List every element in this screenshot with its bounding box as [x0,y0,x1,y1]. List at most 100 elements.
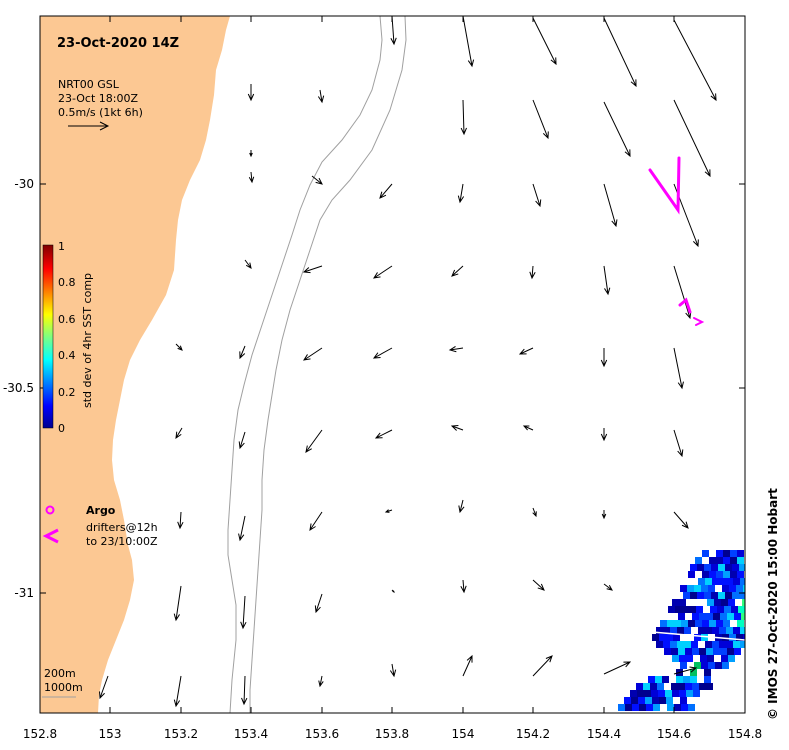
sst-cell [645,697,652,704]
sst-cell [681,704,688,711]
current-arrow [457,183,465,204]
sst-cell [704,676,711,683]
current-arrow [311,175,323,185]
y-tick-label: -30.5 [3,381,34,395]
drifter-track-2 [678,297,692,314]
sst-cell [690,564,697,571]
sst-cell [725,592,732,599]
axis-ticks [39,16,746,713]
x-tick-label: 154.4 [587,727,621,741]
sst-cell [686,690,693,697]
sst-cell [662,676,669,683]
current-arrow [522,425,534,431]
sst-cell [692,613,699,620]
colorbar: 1 0.8 0.6 0.4 0.2 0 std dev of 4hr SST c… [42,240,94,435]
sst-cell [674,620,681,627]
current-arrow [244,259,252,269]
sst-cell [732,592,739,599]
sst-cell [673,634,680,641]
sst-cell [733,578,740,585]
sst-cell [736,585,743,592]
drifter-track-3 [693,317,705,326]
sst-track-line [651,631,745,641]
current-arrow [532,183,542,208]
sst-cell [716,571,723,578]
sst-cell [702,620,709,627]
current-arrow [302,265,323,274]
sst-cell [743,585,745,592]
sst-cell [709,557,716,564]
colorbar-tick: 0.8 [58,276,76,289]
y-axis-labels: -30 -30.5 -31 [3,177,34,600]
sst-cell [670,641,677,648]
current-arrow [391,589,395,593]
sst-cell [659,634,666,641]
sst-cell [624,697,631,704]
model-label: NRT00 GSL [58,78,120,91]
x-tick-label: 152.8 [23,727,57,741]
current-arrow [532,507,537,518]
sst-cell [665,690,672,697]
sst-cell [650,683,657,690]
sst-cell [733,641,740,648]
sst-cell [715,662,722,669]
sst-cell [675,606,682,613]
sst-cell [739,592,745,599]
sst-cell [656,627,663,634]
sst-cell [692,683,699,690]
drifter-tracks [648,156,705,326]
sst-cell [724,606,731,613]
sst-cell [734,613,741,620]
sst-cell [687,585,694,592]
sst-cell [713,648,720,655]
sst-cell [720,613,727,620]
current-arrow [448,345,464,353]
sst-cell [729,634,736,641]
current-arrow [99,675,109,700]
drifter-icon [42,528,59,544]
sst-cell [694,634,701,641]
current-arrow [673,99,711,178]
sst-cell [704,564,711,571]
drifter-time-label: to 23/10:00Z [86,535,158,548]
isobath-legend: 200m 1000m [42,667,83,698]
sst-cell [672,599,679,606]
sst-cell [740,627,745,634]
sst-cell [717,606,724,613]
sst-cell [678,613,685,620]
current-arrow [238,515,246,542]
sst-cell [637,690,644,697]
current-arrow [603,583,613,591]
current-arrow [673,265,692,320]
sst-cell [729,585,736,592]
current-arrow [450,425,464,431]
y-tick-label: -31 [14,586,34,600]
isobath-label-1000m: 1000m [44,681,83,694]
sst-cell [667,704,674,711]
sst-cell [737,550,744,557]
current-arrow [603,661,632,675]
sst-cell [690,676,697,683]
sst-cell [690,669,697,676]
current-arrow [603,183,618,228]
sst-cell [706,648,713,655]
sst-cell [701,585,708,592]
sst-cell [740,641,745,648]
sst-cell [685,683,692,690]
sst-cell [678,683,685,690]
current-arrow [248,171,255,184]
sst-cell [697,592,704,599]
sst-cell [723,557,730,564]
x-tick-label: 153.6 [305,727,339,741]
sst-cell [688,571,695,578]
sst-cell [648,676,655,683]
x-tick-label: 153.2 [164,727,198,741]
x-tick-label: 154 [452,727,475,741]
sst-cell [651,690,658,697]
sst-cell [679,655,686,662]
current-arrow [532,17,557,66]
sst-cell [618,704,625,711]
sst-cell [668,606,675,613]
sst-cell [722,585,729,592]
